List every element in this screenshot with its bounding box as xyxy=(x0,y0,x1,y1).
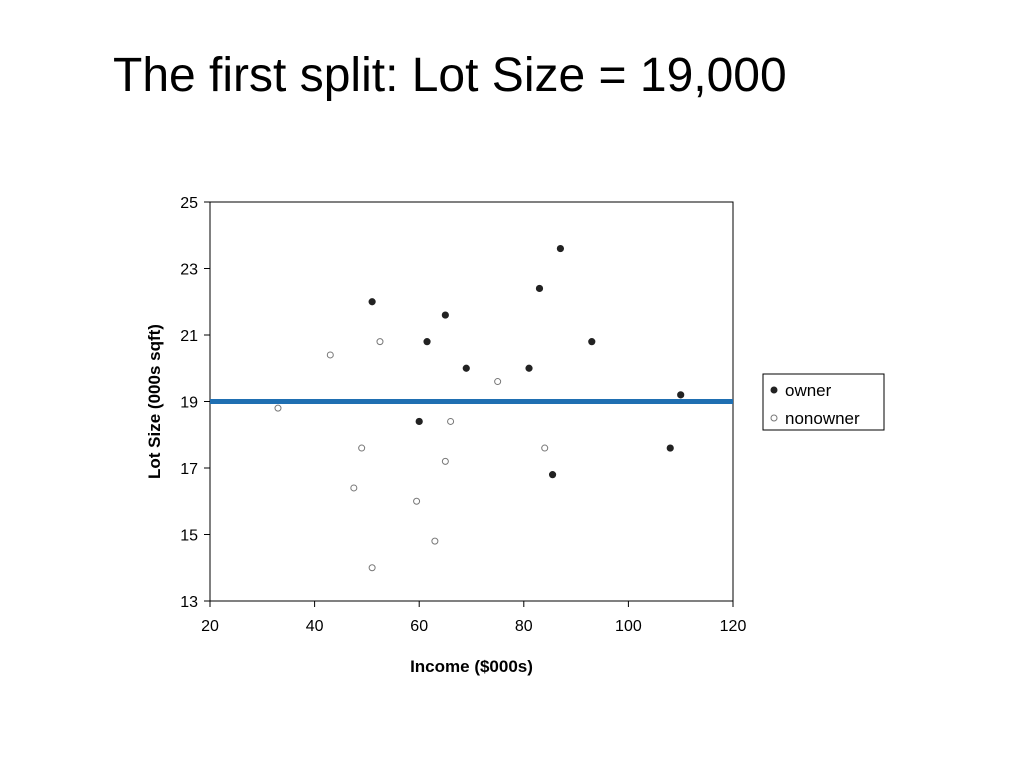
nonowner-point xyxy=(541,444,549,452)
legend: owner nonowner xyxy=(762,373,885,431)
nonowner-point xyxy=(274,404,282,412)
owner-point xyxy=(666,444,674,452)
nonowner-point xyxy=(447,417,455,425)
y-tick-label: 25 xyxy=(180,195,198,212)
owner-point xyxy=(548,471,557,479)
nonowner-point xyxy=(350,484,358,492)
legend-marker-nonowner xyxy=(770,414,778,422)
x-tick-label: 40 xyxy=(306,618,324,635)
y-tick-label: 21 xyxy=(180,328,198,345)
owner-point xyxy=(677,391,685,399)
nonowner-point xyxy=(441,457,449,465)
owner-point xyxy=(525,364,533,372)
y-tick-label: 13 xyxy=(180,594,198,611)
legend-label-owner: owner xyxy=(785,381,832,400)
nonowner-point xyxy=(494,378,502,386)
y-axis-title: Lot Size (000s sqft) xyxy=(145,324,164,479)
y-tick-label: 19 xyxy=(180,395,198,412)
legend-label-nonowner: nonowner xyxy=(785,409,860,428)
y-tick-label: 15 xyxy=(180,528,198,545)
axis-ticks: 13 15 17 19 21 23 25 20 40 60 80 100 120 xyxy=(180,195,746,635)
nonowner-point xyxy=(413,497,421,505)
nonowner-point xyxy=(368,564,376,572)
owner-point xyxy=(462,364,470,372)
x-tick-label: 20 xyxy=(201,618,219,635)
owner-point xyxy=(368,298,376,306)
owner-point xyxy=(535,284,544,293)
legend-marker-owner xyxy=(770,386,778,394)
slide-title: The first split: Lot Size = 19,000 xyxy=(113,49,787,102)
x-tick-label: 120 xyxy=(720,618,747,635)
legend-box xyxy=(762,373,885,431)
owner-point xyxy=(588,338,596,346)
data-points xyxy=(210,244,733,572)
nonowner-point xyxy=(358,444,366,452)
owner-point xyxy=(423,338,431,346)
nonowner-point xyxy=(431,537,439,545)
x-tick-label: 100 xyxy=(615,618,642,635)
y-tick-label: 23 xyxy=(180,262,198,279)
owner-point xyxy=(441,311,449,319)
owner-point xyxy=(415,417,423,426)
x-tick-label: 80 xyxy=(515,618,533,635)
x-tick-label: 60 xyxy=(410,618,428,635)
nonowner-point xyxy=(326,351,334,359)
owner-point xyxy=(556,244,565,253)
x-axis-title: Income ($000s) xyxy=(410,657,533,676)
nonowner-point xyxy=(376,338,384,346)
y-tick-label: 17 xyxy=(180,461,198,478)
